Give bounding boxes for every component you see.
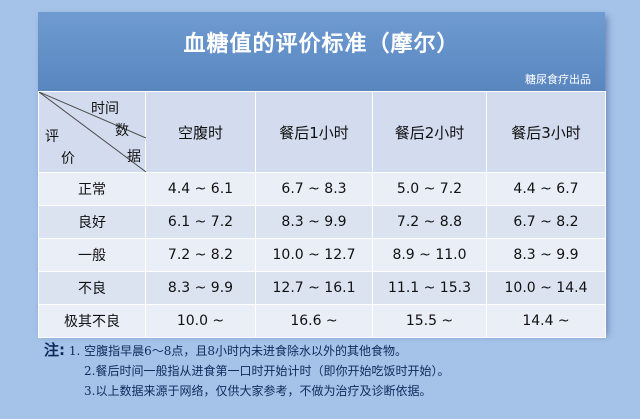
title-bar: 血糖值的评价标准（摩尔） 糖尿食疗出品 [38, 12, 605, 91]
table-cell: 8.9 ~ 11.0 [372, 238, 487, 272]
column-header: 餐后2小时 [372, 91, 487, 173]
table-cell: 15.5 ~ [372, 304, 487, 338]
row-label: 正常 [38, 172, 146, 206]
table-cell: 10.0 ~ [145, 304, 256, 338]
column-header: 餐后3小时 [486, 91, 606, 173]
footnote-item: 3.以上数据来源于网络，仅供大家参考，不做为治疗及诊断依据。 [84, 384, 432, 398]
row-label: 极其不良 [38, 304, 146, 338]
table-cell: 6.7 ~ 8.3 [255, 172, 373, 206]
glucose-standard-card: 血糖值的评价标准（摩尔） 糖尿食疗出品 时间 数 据 评 [38, 12, 606, 338]
corner-label-eval-1: 评 [45, 129, 59, 145]
table-cell: 10.0 ~ 14.4 [486, 271, 606, 305]
table-cell: 11.1 ~ 15.3 [372, 271, 487, 305]
table-cell: 5.0 ~ 7.2 [372, 172, 487, 206]
footnote-item: 1. 空腹指早晨6～8点，且8小时内未进食除水以外的其他食物。 [68, 344, 407, 358]
table-cell: 16.6 ~ [255, 304, 373, 338]
footnote-lead: 注: [44, 341, 65, 359]
table-cell: 8.3 ~ 9.9 [486, 238, 606, 272]
column-header: 空腹时 [145, 91, 256, 173]
table-row: 不良 8.3 ~ 9.9 12.7 ~ 16.1 11.1 ~ 15.3 10.… [38, 271, 606, 305]
table-row: 正常 4.4 ~ 6.1 6.7 ~ 8.3 5.0 ~ 7.2 4.4 ~ 6… [38, 172, 606, 206]
table-cell: 8.3 ~ 9.9 [145, 271, 256, 305]
table-cell: 10.0 ~ 12.7 [255, 238, 373, 272]
corner-label-eval-2: 价 [61, 151, 75, 167]
corner-cell: 时间 数 据 评 价 [38, 91, 146, 173]
table-cell: 6.1 ~ 7.2 [145, 205, 256, 239]
table-row: 一般 7.2 ~ 8.2 10.0 ~ 12.7 8.9 ~ 11.0 8.3 … [38, 238, 606, 272]
row-label: 一般 [38, 238, 146, 272]
corner-label-time: 时间 [91, 101, 119, 117]
table-cell: 12.7 ~ 16.1 [255, 271, 373, 305]
corner-label-data-2: 据 [127, 149, 141, 165]
page-title: 血糖值的评价标准（摩尔） [183, 32, 460, 57]
footnote-line: 注: 1. 空腹指早晨6～8点，且8小时内未进食除水以外的其他食物。 [44, 340, 624, 361]
table-cell: 7.2 ~ 8.8 [372, 205, 487, 239]
corner-label-data-1: 数 [115, 123, 129, 139]
row-label: 良好 [38, 205, 146, 239]
table-cell: 4.4 ~ 6.1 [145, 172, 256, 206]
table-cell: 6.7 ~ 8.2 [486, 205, 606, 239]
source-credit: 糖尿食疗出品 [525, 73, 591, 86]
row-label: 不良 [38, 271, 146, 305]
table-cell: 8.3 ~ 9.9 [255, 205, 373, 239]
table-cell: 4.4 ~ 6.7 [486, 172, 606, 206]
table-cell: 14.4 ~ [486, 304, 606, 338]
table-cell: 7.2 ~ 8.2 [145, 238, 256, 272]
footnotes: 注: 1. 空腹指早晨6～8点，且8小时内未进食除水以外的其他食物。 2.餐后时… [44, 340, 624, 401]
table-header-row: 时间 数 据 评 价 空腹时 餐后1小时 餐后2小时 餐后3小时 [38, 91, 606, 173]
table-row: 良好 6.1 ~ 7.2 8.3 ~ 9.9 7.2 ~ 8.8 6.7 ~ 8… [38, 205, 606, 239]
glucose-table: 时间 数 据 评 价 空腹时 餐后1小时 餐后2小时 餐后3小时 正常 4.4 … [38, 91, 606, 338]
table-row: 极其不良 10.0 ~ 16.6 ~ 15.5 ~ 14.4 ~ [38, 304, 606, 338]
column-header: 餐后1小时 [255, 91, 373, 173]
footnote-item: 2.餐后时间一般指从进食第一口时开始计时（即你开始吃饭时开始）。 [84, 364, 450, 378]
corner-diagonal-lines [39, 92, 146, 172]
